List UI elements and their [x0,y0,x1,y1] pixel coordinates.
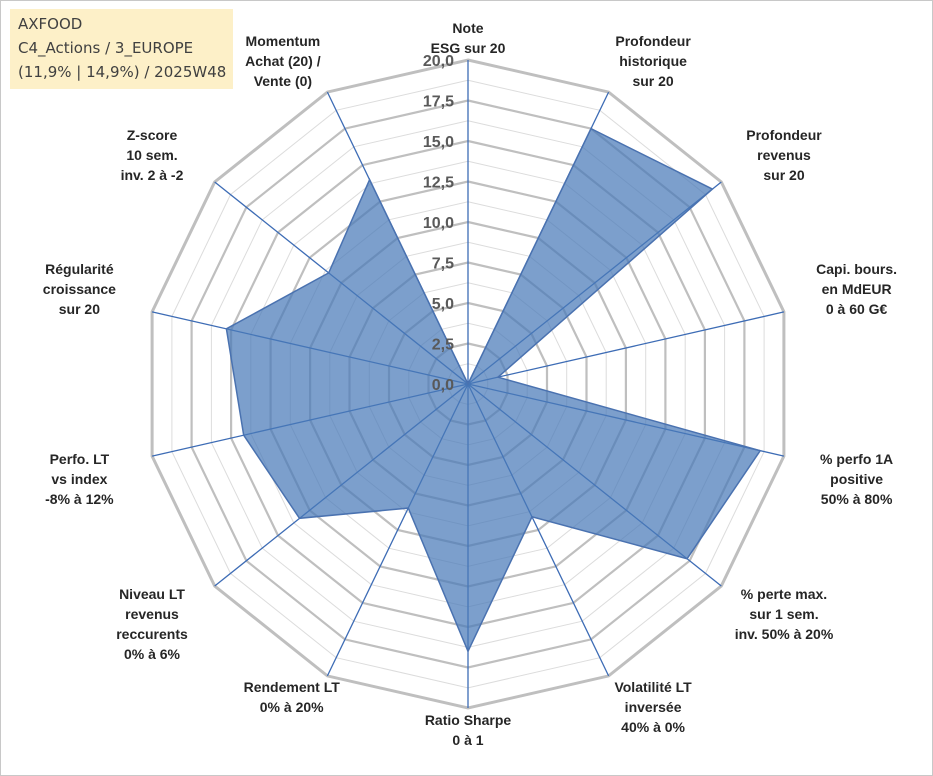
data-point [328,272,329,273]
stock-detail: (11,9% | 14,9%) / 2025W48 [18,63,227,81]
data-point [687,558,688,559]
series-area [225,127,762,654]
data-point [369,179,370,180]
axis-label: Niveau LT revenus reccurents 0% à 6% [116,584,188,664]
data-point [299,518,300,519]
axis-label-line: 40% à 0% [621,718,686,735]
axis-label: Ratio Sharpe 0 à 1 [425,710,511,750]
axis-label-line: Momentum [245,33,321,50]
axis-label-line: 10 sem. [126,146,178,163]
data-point [532,516,533,517]
tick-label: 5,0 [432,296,454,313]
axis-label: Profondeur historique sur 20 [615,31,690,91]
axis-label-line: revenus [757,146,811,163]
radar-tick-labels: 0,0 2,5 5,0 7,5 10,0 12,5 15,0 17,5 20,0 [423,53,454,394]
axis-label: Momentum Achat (20) / Vente (0) [245,31,320,91]
tick-label: 10,0 [423,215,454,232]
data-point [760,450,761,451]
tick-label: 20,0 [423,53,454,70]
axis-label-line: inversée [624,698,682,715]
tick-label: 17,5 [423,94,454,111]
stock-name: AXFOOD [18,15,83,33]
axis-label-line: -8% à 12% [45,490,114,507]
axis-label-line: 0 à 60 G€ [825,301,888,318]
axis-label-line: Ratio Sharpe [424,712,512,728]
axis-label: % perte max. sur 1 sem. inv. 50% à 20% [735,584,834,644]
axis-label-line: positive [830,470,884,487]
axis-spoke [467,311,785,385]
tick-label: 7,5 [432,256,454,273]
radar-series [225,127,762,654]
axis-label: Volatilité LT inversée 40% à 0% [614,677,691,737]
axis-label-line: Régularité [45,261,114,278]
data-point [591,128,592,129]
axis-label: Perfo. LT vs index -8% à 12% [45,449,113,509]
data-point [498,377,499,378]
axis-label-line: sur 20 [763,166,805,183]
axis-label-line: en MdEUR [821,281,892,298]
data-point [408,508,409,509]
stock-category: C4_Actions / 3_EUROPE [18,39,194,57]
axis-label-line: sur 20 [58,301,101,318]
axis-label: Capi. bours. en MdEUR 0 à 60 G€ [816,259,897,319]
axis-label-line: Volatilité LT [614,678,692,695]
axis-label-line: inv. 50% à 20% [734,625,834,642]
axis-label-line: inv. 2 à -2 [120,166,184,183]
axis-label-line: 0% à 20% [259,698,324,715]
axis-label-line: Rendement LT [243,678,340,695]
tick-label: 2,5 [432,337,454,354]
axis-label: Note ESG sur 20 [431,18,506,58]
axis-label: Z-score 10 sem. inv. 2 à -2 [121,125,184,185]
axis-label-line: 0 à 1 [452,732,484,748]
axis-label-line: Profondeur [615,33,691,50]
axis-label-line: Niveau LT [119,585,185,602]
axis-label: Régularité croissance sur 20 [43,259,116,319]
axis-label-line: vs index [51,470,108,487]
axis-label: % perfo 1A positive 50% à 80% [820,449,893,509]
axis-label-line: ESG sur 20 [430,40,506,56]
axis-label-line: sur 20 [632,73,674,90]
data-point [226,328,227,329]
axis-label-line: 0% à 6% [123,645,181,662]
tick-label: 15,0 [423,134,454,151]
axis-label: Rendement LT 0% à 20% [244,677,340,717]
axis-label-line: Perfo. LT [49,450,110,467]
tick-label: 0,0 [432,377,454,394]
axis-label-line: croissance [42,281,116,298]
axis-label-line: Achat (20) / [245,53,321,70]
data-point [468,384,469,385]
axis-label-line: revenus [125,605,179,622]
axis-label-line: % perte max. [740,585,828,602]
axis-label-line: Z-score [126,126,178,143]
data-point [712,189,713,190]
data-point [243,435,244,436]
axis-label-line: historique [619,53,687,70]
axis-label-line: % perfo 1A [820,450,894,467]
axis-label: Profondeur revenus sur 20 [746,125,821,185]
axis-label-line: Vente (0) [253,73,313,90]
axis-label-line: 50% à 80% [820,490,893,507]
axis-label-line: Profondeur [746,126,822,143]
info-box: AXFOOD C4_Actions / 3_EUROPE (11,9% | 14… [10,9,233,89]
tick-label: 12,5 [423,175,454,192]
data-point [468,651,469,652]
axis-label-line: Note [452,20,484,36]
axis-label-line: reccurents [116,625,188,642]
axis-label-line: Capi. bours. [816,261,898,278]
axis-label-line: sur 1 sem. [749,605,819,622]
